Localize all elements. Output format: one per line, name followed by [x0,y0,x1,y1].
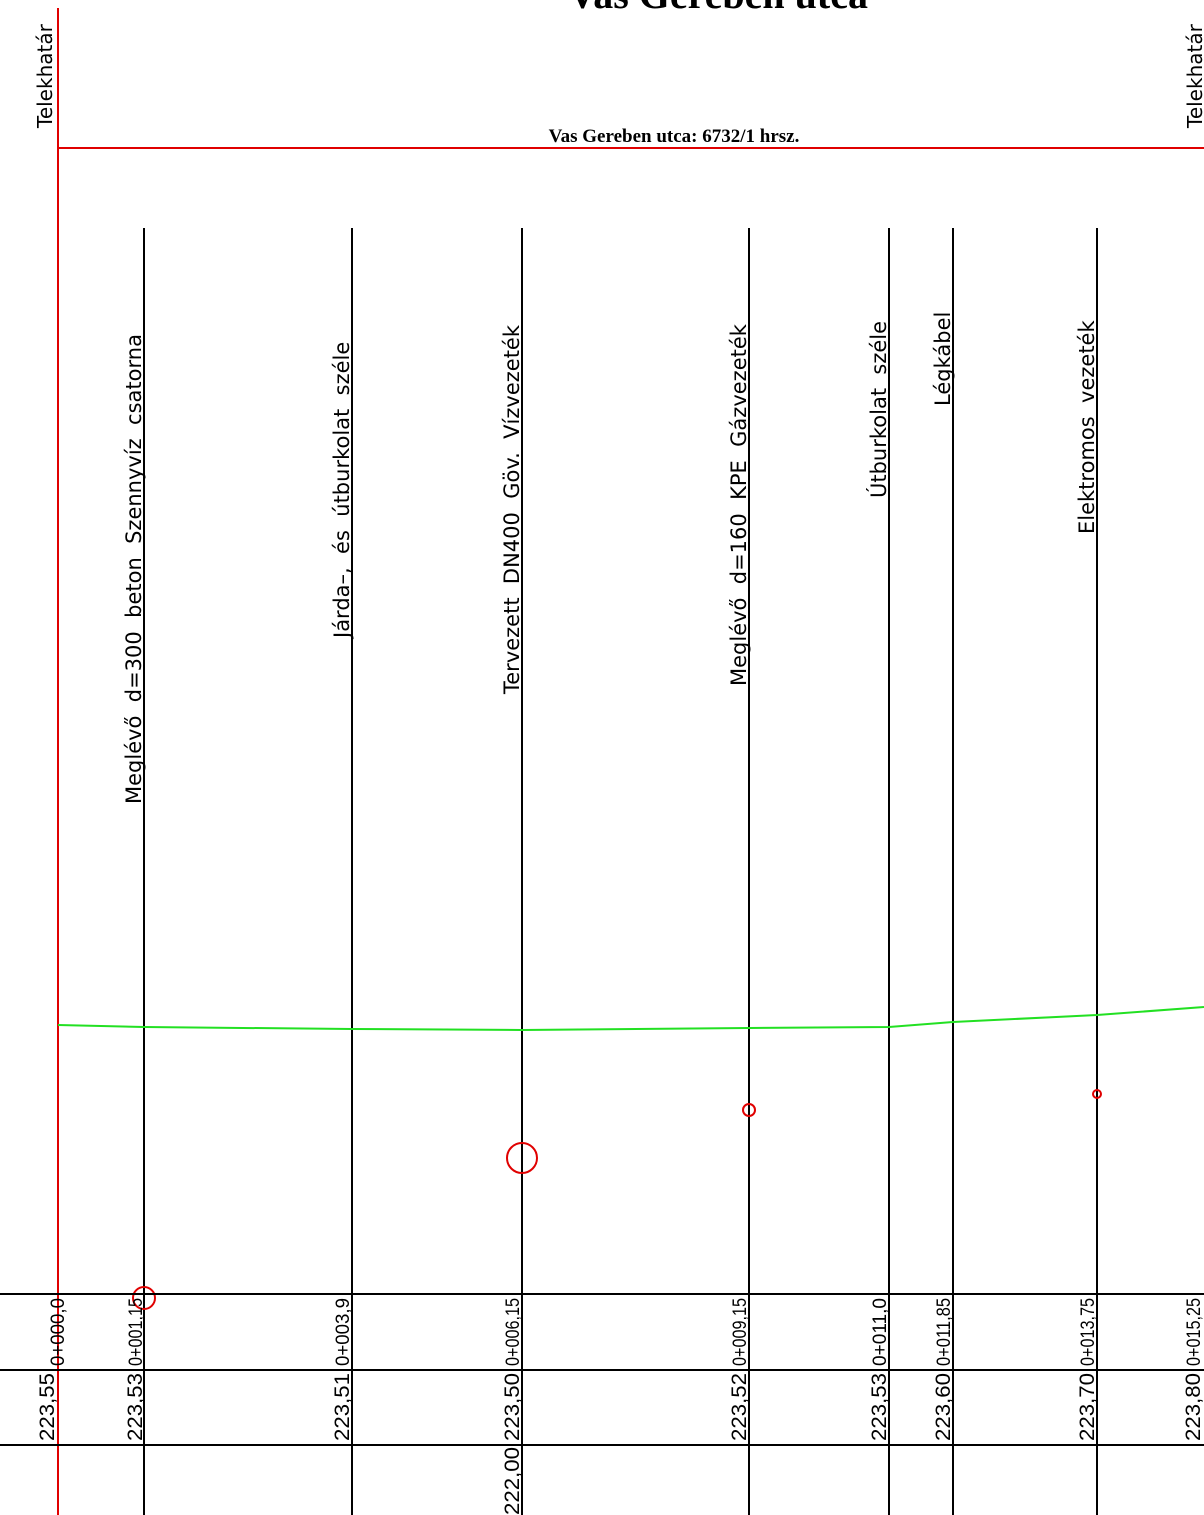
station-row: 0+000,0 0+001,15 0+003,9 0+006,15 0+009,… [48,1298,1204,1366]
station-lines [143,228,1098,1515]
sewer-pipe-marker [132,1286,156,1310]
station-value: 0+011,85 [934,1298,955,1366]
drawing-title: Vas Gereben utca [568,0,868,17]
station-value: 0+015,25 [1184,1298,1204,1366]
elevation-value: 223,80 [1182,1373,1204,1441]
station-value: 0+001,15 [126,1298,147,1366]
station-value: 0+009,15 [730,1298,751,1366]
water-pipe-marker [506,1142,538,1174]
terrain-profile-line [57,1006,1204,1032]
elevation-value: 223,52 [728,1373,751,1441]
station-value: 0+003,9 [333,1298,354,1366]
station-value: 0+013,75 [1078,1298,1099,1366]
station-value: 0+000,0 [48,1298,69,1366]
elevation-value: 223,70 [1076,1373,1099,1441]
elevation-value: 223,51 [331,1373,354,1441]
elevation-value: 223,55 [36,1373,59,1441]
elevation-value: 223,60 [932,1373,955,1441]
utility-label-electric-line: Elektromos vezeték [1075,320,1099,534]
utility-label-sewer: Meglévő d=300 beton Szennyvíz csatorna [122,334,146,804]
parcel-label: Vas Gereben utca: 6732/1 hrsz. [549,126,800,147]
pipe-level-value: 222,00 [501,1447,524,1515]
utility-label-aerial-cable: Légkábel [931,312,955,406]
utility-label-gas-main: Meglévő d=160 KPE Gázvezeték [727,323,751,686]
station-value: 0+006,15 [503,1298,524,1366]
elevation-row: 223,55 223,53 223,51 223,50 223,52 223,5… [36,1373,1204,1441]
elevation-value: 223,53 [124,1373,147,1441]
right-boundary-label: Telekhatár [1183,23,1204,129]
utility-labels: Meglévő d=300 beton Szennyvíz csatorna J… [122,312,1099,804]
utility-label-pavement-edge: Járda–, és útburkolat széle [330,342,354,640]
station-value: 0+011,0 [870,1298,891,1366]
elevation-value: 223,53 [868,1373,891,1441]
utility-label-water-main: Tervezett DN400 Göv. Vízvezeték [500,324,524,695]
left-boundary-label: Telekhatár [33,23,57,129]
electric-line-marker [1092,1089,1102,1099]
gas-pipe-marker [742,1103,756,1117]
elevation-value: 223,50 [501,1373,524,1441]
utility-label-road-edge: Útburkolat széle [866,321,891,498]
